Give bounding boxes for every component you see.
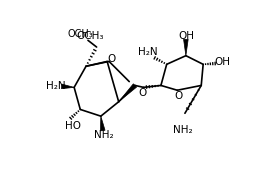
Text: H₂N: H₂N bbox=[138, 47, 157, 57]
Text: OH: OH bbox=[214, 57, 230, 67]
Text: NH₂: NH₂ bbox=[173, 125, 193, 135]
Polygon shape bbox=[100, 116, 105, 131]
Polygon shape bbox=[62, 84, 74, 89]
Polygon shape bbox=[119, 84, 137, 102]
Text: OCH₃: OCH₃ bbox=[68, 29, 93, 39]
Polygon shape bbox=[184, 39, 188, 56]
Text: O: O bbox=[139, 88, 147, 98]
Text: OH: OH bbox=[179, 31, 195, 41]
Text: HO: HO bbox=[65, 121, 81, 131]
Text: O: O bbox=[174, 91, 182, 101]
Text: NH₂: NH₂ bbox=[94, 130, 113, 140]
Text: H₂N: H₂N bbox=[46, 81, 66, 91]
Text: OCH₃: OCH₃ bbox=[76, 31, 104, 41]
Text: O: O bbox=[107, 54, 115, 64]
